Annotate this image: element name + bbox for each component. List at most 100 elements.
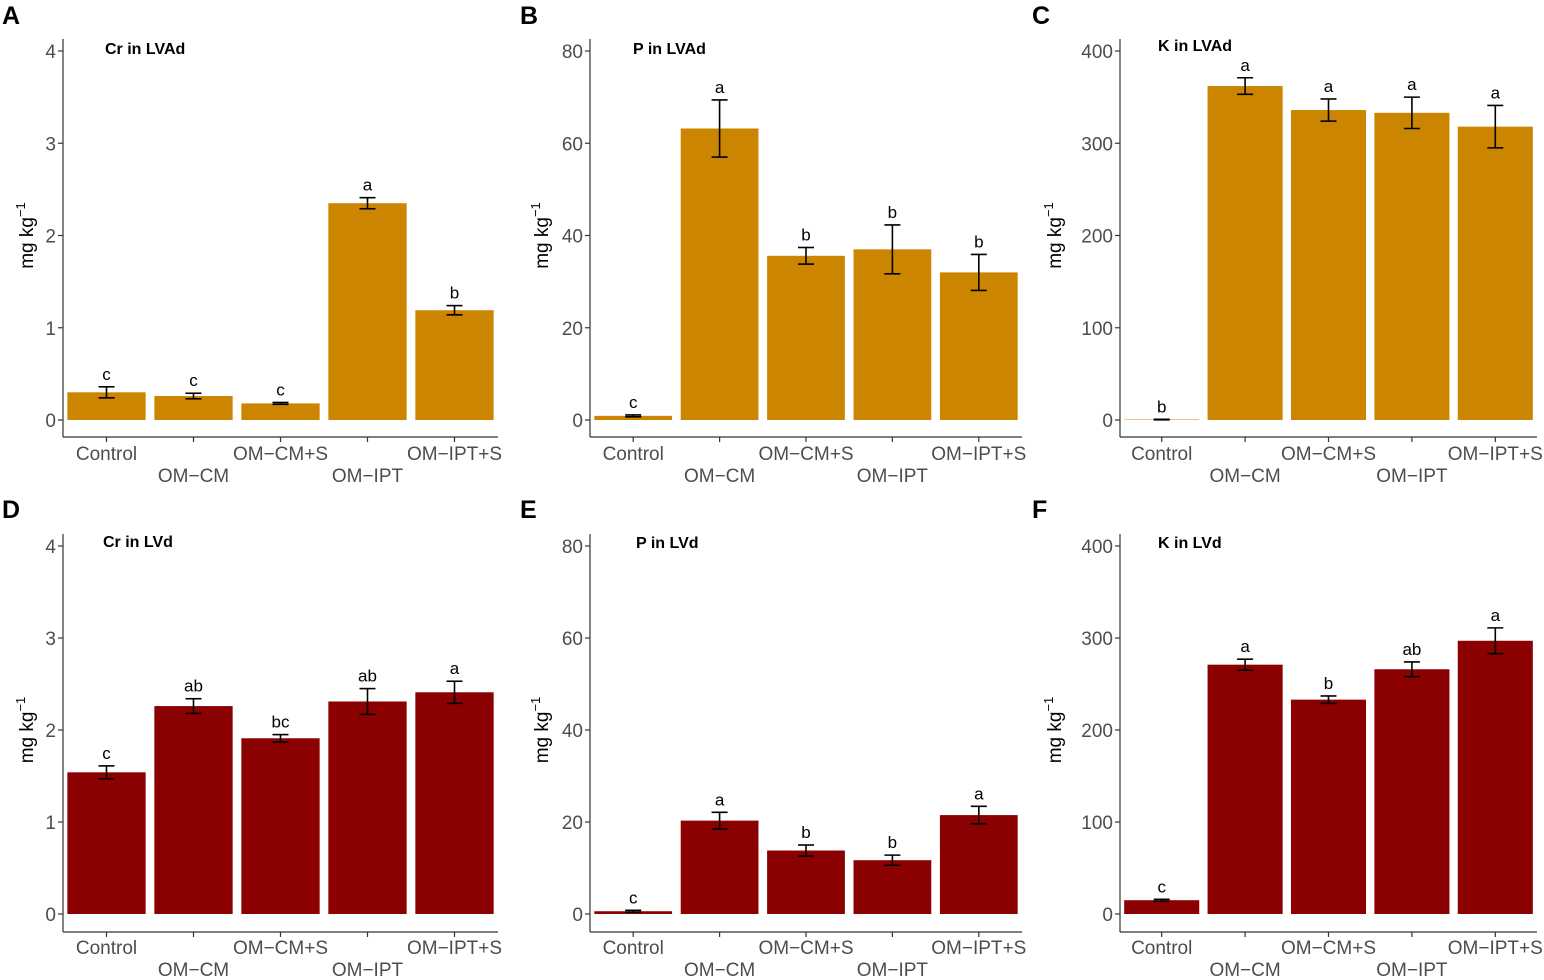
error-bar	[1153, 418, 1170, 421]
y-tick-label: 20	[562, 319, 583, 340]
x-tick-label: OM−IPT+S	[407, 444, 502, 465]
bar	[415, 310, 494, 420]
y-axis-label: mg kg−1	[1041, 202, 1066, 269]
error-bar	[272, 401, 289, 406]
y-axis-label: mg kg−1	[528, 202, 553, 269]
bar	[767, 255, 845, 420]
significance-label: bc	[272, 713, 290, 732]
y-tick-label: 80	[562, 537, 583, 558]
x-tick-label: OM−CM	[1209, 466, 1280, 487]
x-tick-label: OM−CM	[1209, 960, 1280, 980]
x-tick-label: OM−CM+S	[758, 444, 853, 465]
panel-title: Cr in LVAd	[105, 41, 185, 58]
x-tick-label: OM−IPT	[1376, 960, 1448, 980]
y-axis-label-superscript: −1	[13, 202, 28, 217]
y-tick-label: 0	[45, 905, 56, 926]
significance-label: a	[1240, 637, 1250, 656]
x-tick-label: OM−CM+S	[1281, 938, 1376, 959]
y-tick-label: 60	[562, 629, 583, 650]
y-axis-label-superscript: −1	[1041, 202, 1056, 217]
bar	[1290, 699, 1367, 914]
bar	[67, 772, 146, 914]
error-bar	[1320, 695, 1337, 705]
significance-label: a	[1407, 75, 1417, 94]
panel-title: K in LVAd	[1158, 38, 1232, 55]
significance-label: c	[629, 888, 638, 907]
error-bar	[711, 811, 728, 830]
panel-letter: C	[1032, 2, 1050, 30]
significance-label: b	[888, 203, 897, 222]
x-tick-label: OM−CM+S	[233, 444, 328, 465]
significance-label: a	[974, 784, 984, 803]
significance-label: ab	[184, 677, 203, 696]
x-tick-label: OM−CM	[158, 466, 229, 487]
y-axis-label: mg kg−1	[1041, 697, 1066, 764]
y-tick-label: 80	[562, 42, 583, 63]
error-bar	[1237, 658, 1254, 672]
x-tick-label: OM−IPT	[332, 466, 404, 487]
y-axis-label-superscript: −1	[13, 697, 28, 712]
y-tick-label: 0	[1102, 411, 1113, 432]
y-tick-label: 2	[45, 227, 56, 248]
x-tick-label: OM−IPT+S	[407, 938, 502, 959]
x-tick-label: Control	[1131, 444, 1192, 465]
significance-label: a	[1324, 77, 1334, 96]
y-tick-label: 0	[1102, 905, 1113, 926]
significance-label: ab	[1402, 640, 1421, 659]
y-tick-label: 0	[45, 411, 56, 432]
error-bar	[359, 687, 376, 716]
bar	[1207, 86, 1283, 421]
panel-letter: F	[1032, 496, 1047, 524]
y-axis-label-unit: mg kg	[17, 217, 38, 269]
significance-label: b	[888, 833, 897, 852]
x-tick-label: Control	[76, 444, 137, 465]
error-bar	[272, 733, 289, 743]
significance-label: b	[1324, 674, 1333, 693]
y-axis-label-unit: mg kg	[532, 712, 553, 764]
y-tick-label: 100	[1081, 813, 1113, 834]
y-axis-label-unit: mg kg	[17, 712, 38, 764]
y-tick-label: 60	[562, 134, 583, 155]
error-bar	[625, 909, 642, 913]
error-bar	[1153, 898, 1170, 902]
error-bar	[1237, 76, 1254, 96]
significance-label: c	[276, 380, 285, 399]
y-axis-label-unit: mg kg	[1045, 217, 1066, 269]
significance-label: c	[102, 744, 111, 763]
bar	[853, 249, 932, 420]
significance-label: a	[715, 790, 725, 809]
y-tick-label: 4	[45, 42, 56, 63]
x-tick-label: OM−IPT+S	[931, 444, 1026, 465]
panel-letter: D	[2, 496, 20, 524]
x-tick-label: OM−IPT+S	[931, 938, 1026, 959]
panel-e: E P in LVd mg kg−1 0 20 40 60 80 c Control a OM−CM b…	[520, 496, 1026, 980]
y-axis-label: mg kg−1	[13, 202, 38, 269]
x-tick-label: OM−CM	[684, 960, 755, 980]
bar	[1290, 110, 1367, 420]
error-bar	[884, 224, 901, 275]
x-tick-label: OM−CM+S	[233, 938, 328, 959]
error-bar	[359, 196, 376, 210]
error-bar	[1403, 661, 1420, 678]
bar	[939, 272, 1018, 420]
error-bar	[446, 680, 463, 705]
x-tick-label: OM−IPT	[857, 466, 929, 487]
panel-c: C K in LVAd mg kg−1 0 100 200 300 400 b Control a O…	[1032, 2, 1543, 487]
bar	[939, 815, 1018, 914]
error-bar	[1320, 98, 1337, 122]
x-tick-label: Control	[76, 938, 137, 959]
error-bar	[1487, 104, 1504, 149]
bar	[154, 396, 233, 420]
significance-label: b	[801, 823, 810, 842]
x-tick-label: OM−IPT+S	[1448, 938, 1543, 959]
y-tick-label: 40	[562, 227, 583, 248]
x-tick-label: Control	[603, 444, 664, 465]
x-tick-label: OM−IPT+S	[1448, 444, 1543, 465]
panel-b: B P in LVAd mg kg−1 0 20 40 60 80 c Control a OM−CM…	[520, 2, 1026, 487]
error-bar	[1487, 627, 1504, 655]
panel-title: Cr in LVd	[103, 534, 173, 551]
error-bar	[798, 246, 814, 265]
x-tick-label: OM−CM	[158, 960, 229, 980]
bar	[415, 692, 494, 914]
